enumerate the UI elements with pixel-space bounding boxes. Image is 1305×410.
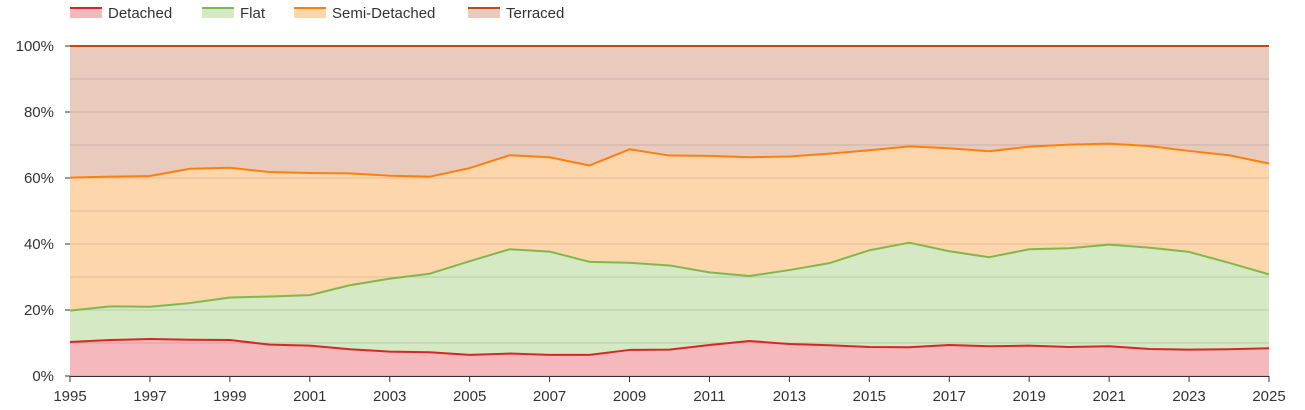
y-tick-label: 80%	[24, 104, 54, 121]
x-tick-label: 2013	[773, 388, 806, 405]
series-areas	[70, 45, 1269, 377]
legend-swatch-detached	[70, 7, 102, 18]
y-tick-label: 40%	[24, 236, 54, 253]
x-tick-label: 2025	[1252, 388, 1285, 405]
legend-swatch-terraced	[468, 7, 500, 18]
legend-label-flat: Flat	[240, 5, 266, 22]
area-detached	[70, 339, 1269, 376]
legend-label-semi-detached: Semi-Detached	[332, 5, 435, 22]
line-detached	[69, 338, 1270, 356]
x-tick-label: 2001	[293, 388, 326, 405]
line-semi-detached	[69, 142, 1270, 179]
legend: Detached Flat Semi-Detached Terraced	[70, 5, 564, 22]
area-flat	[70, 242, 1269, 355]
line-flat	[69, 241, 1270, 312]
legend-swatch-flat	[202, 7, 234, 18]
legend-swatch-semi-detached	[294, 7, 326, 18]
y-tick-label: 100%	[16, 38, 54, 55]
x-tick-label: 1995	[53, 388, 86, 405]
series-lines	[69, 45, 1270, 356]
x-tick-label: 2009	[613, 388, 646, 405]
x-tick-label: 2005	[453, 388, 486, 405]
legend-label-detached: Detached	[108, 5, 172, 22]
x-tick-label: 2017	[933, 388, 966, 405]
area-semi-detached	[70, 143, 1269, 311]
y-tick-label: 0%	[32, 368, 54, 385]
x-tick-label: 2007	[533, 388, 566, 405]
area-terraced	[70, 46, 1269, 178]
x-tick-label: 1999	[213, 388, 246, 405]
x-tick-label: 2015	[853, 388, 886, 405]
x-tick-label: 2021	[1092, 388, 1125, 405]
axes: 0% 20% 40% 60% 80% 100% 1995 1997 1999 2001 2003 20…	[16, 38, 1286, 405]
y-tick-label: 20%	[24, 302, 54, 319]
x-tick-label: 2003	[373, 388, 406, 405]
x-tick-label: 2011	[693, 388, 725, 405]
legend-label-terraced: Terraced	[506, 5, 564, 22]
x-tick-label: 2023	[1172, 388, 1205, 405]
x-tick-label: 2019	[1013, 388, 1046, 405]
y-tick-label: 60%	[24, 170, 54, 187]
x-tick-label: 1997	[133, 388, 166, 405]
